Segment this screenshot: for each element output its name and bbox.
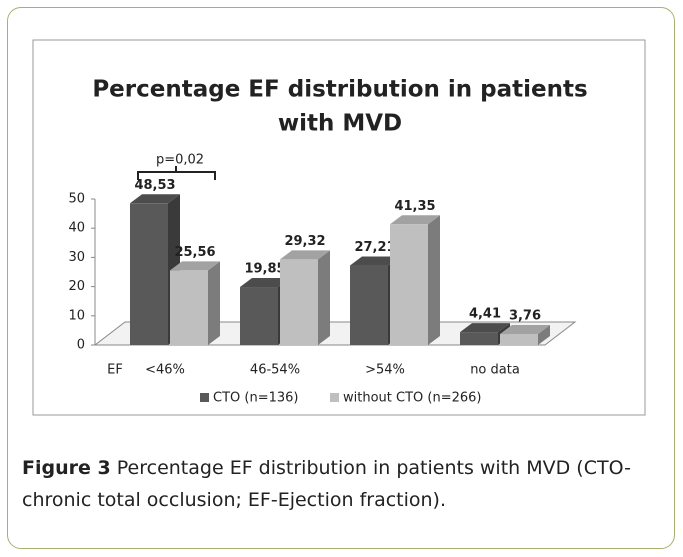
- bar-side: [538, 325, 550, 345]
- bar: [350, 265, 388, 345]
- annotation: p=0,02: [156, 153, 204, 168]
- bar: [130, 203, 168, 345]
- bar-side: [208, 261, 220, 345]
- bar-side: [428, 215, 440, 345]
- y-tick-label: 20: [68, 279, 85, 294]
- caption-text: Percentage EF distribution in patients w…: [22, 457, 631, 511]
- bar-top: [460, 323, 510, 333]
- value-label: 4,41: [469, 307, 501, 322]
- x-tick-label: no data: [470, 363, 520, 378]
- bar-top: [350, 256, 400, 266]
- bracket: [137, 166, 216, 180]
- bar-side: [318, 250, 330, 345]
- y-tick-label: 10: [68, 308, 85, 323]
- bar: [170, 270, 208, 345]
- caption: Figure 3 Percentage EF distribution in p…: [22, 452, 662, 516]
- bar: [500, 334, 538, 345]
- value-label: 29,32: [284, 234, 325, 249]
- legend-swatch: [200, 393, 209, 402]
- bar-top: [130, 194, 180, 204]
- bar: [390, 224, 428, 345]
- y-tick-label: 40: [68, 221, 85, 236]
- y-tick-label: 50: [68, 192, 85, 207]
- caption-label: Figure 3: [22, 457, 111, 479]
- chart: Percentage EF distribution in patients w…: [32, 39, 646, 416]
- value-label: 27,21: [354, 240, 395, 255]
- y-tick-label: 30: [68, 250, 85, 265]
- value-label: 25,56: [174, 245, 215, 260]
- bar-top: [500, 325, 550, 335]
- legend-label: CTO (n=136): [213, 391, 298, 406]
- bar: [280, 259, 318, 345]
- bar-top: [170, 261, 220, 271]
- x-tick-label: <46%: [145, 363, 185, 378]
- x-tick-label: >54%: [365, 363, 405, 378]
- value-label: 19,85: [244, 262, 285, 277]
- x-axis-label: EF: [107, 363, 123, 378]
- y-tick-label: 0: [77, 338, 85, 353]
- bar-top: [280, 250, 330, 260]
- value-label: 3,76: [509, 309, 541, 324]
- bar-top: [390, 215, 440, 225]
- legend-swatch: [330, 393, 339, 402]
- chart-title: with MVD: [278, 111, 402, 137]
- figure-frame: [7, 7, 675, 549]
- bar: [240, 287, 278, 345]
- bar: [460, 332, 498, 345]
- value-label: 41,35: [394, 199, 435, 214]
- bar-top: [240, 278, 290, 288]
- legend-label: without CTO (n=266): [343, 391, 481, 406]
- x-tick-label: 46-54%: [250, 363, 300, 378]
- chart-title: Percentage EF distribution in patients: [92, 77, 587, 103]
- value-label: 48,53: [134, 178, 175, 193]
